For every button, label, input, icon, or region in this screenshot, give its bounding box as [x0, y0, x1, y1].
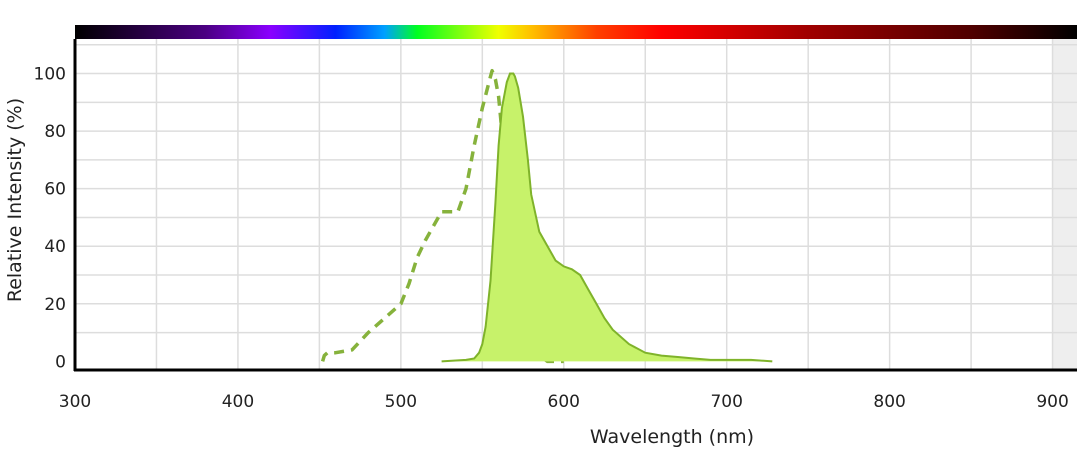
series-layer	[320, 68, 773, 364]
y-tick-label: 40	[44, 237, 66, 257]
y-tick-label: 20	[44, 295, 66, 315]
x-tick-label: 600	[548, 392, 580, 412]
y-tick-label: 80	[44, 122, 66, 142]
x-tick-label: 500	[385, 392, 417, 412]
axes	[73, 39, 1077, 372]
y-tick-label: 60	[44, 180, 66, 200]
x-axis-title: Wavelength (nm)	[590, 426, 754, 448]
x-tick-label: 900	[1036, 392, 1068, 412]
x-tick-labels: 300 400 500 600 700 800 900	[59, 392, 1069, 412]
x-tick-label: 800	[873, 392, 905, 412]
emission-line	[441, 72, 773, 363]
out-of-range-shade	[1052, 39, 1077, 370]
y-tick-labels: 0 20 40 60 80 100	[34, 65, 66, 373]
x-tick-label: 300	[59, 392, 91, 412]
y-tick-label: 0	[55, 352, 66, 372]
emission-area	[441, 73, 773, 362]
y-axis-title: Relative Intensity (%)	[4, 98, 26, 302]
x-tick-label: 400	[222, 392, 254, 412]
y-tick-label: 100	[34, 65, 66, 85]
x-tick-label: 700	[710, 392, 742, 412]
spectrum-color-bar	[75, 25, 1077, 39]
